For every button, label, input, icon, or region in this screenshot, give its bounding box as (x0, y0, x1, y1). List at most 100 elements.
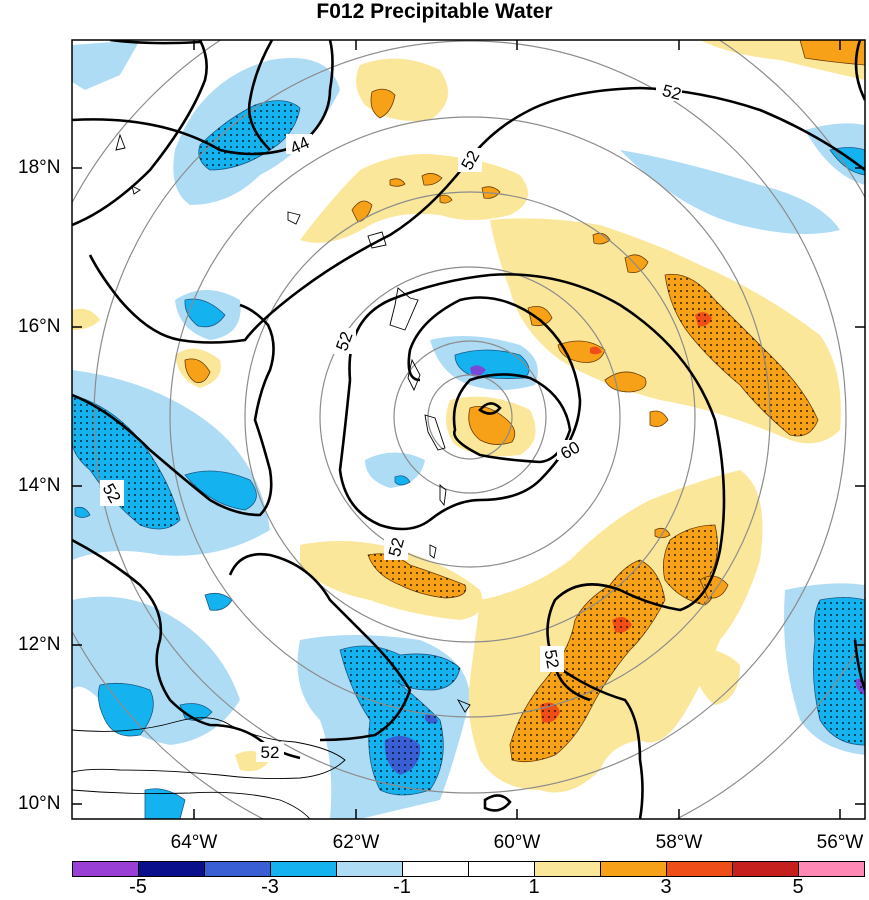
blue-region (144, 788, 186, 819)
lat-label: 10°N (18, 793, 61, 814)
colorbar-swatch (73, 862, 139, 876)
contour-labels: 44 52 52 52 52 52 52 52 60 (99, 81, 683, 762)
stipple-region (510, 560, 665, 762)
lat-label: 12°N (18, 634, 61, 655)
range-ring (93, 40, 847, 794)
island-outline (115, 133, 126, 151)
isoline-52-inner (338, 296, 582, 531)
range-ring (244, 191, 696, 643)
blue-region (74, 506, 91, 518)
range-ring (393, 340, 547, 494)
range-rings (72, 40, 865, 819)
light-blue-region (365, 452, 425, 488)
orange-region (439, 194, 453, 204)
range-ring (169, 116, 771, 718)
contour-label-52: 52 (660, 81, 683, 104)
lon-label: 56°W (816, 832, 864, 853)
red-orange-core (590, 346, 602, 355)
orange-region (370, 88, 396, 119)
island-outline (131, 185, 141, 195)
orange-region (421, 173, 443, 186)
isoline-52-west (72, 303, 275, 517)
isoline-north (247, 40, 274, 151)
colorbar-label: -5 (129, 876, 147, 898)
plot-frame (71, 39, 866, 820)
island-outline (72, 717, 346, 780)
stipple-region (665, 274, 818, 436)
light-blue-region (620, 150, 840, 234)
isoline-east (854, 40, 865, 101)
light-blue-region (72, 370, 270, 560)
stipple-region (72, 395, 180, 529)
island-outline (72, 789, 311, 819)
lat-label: 18°N (18, 157, 61, 178)
colorbar-label: 1 (528, 876, 540, 898)
stipple-region (368, 553, 466, 598)
island-outline (389, 287, 419, 331)
range-ring (427, 374, 513, 460)
colorbar-swatch (733, 862, 799, 876)
colorbar-swatch (469, 862, 535, 876)
colorbar-swatch (205, 862, 271, 876)
yellow-region (72, 308, 100, 330)
light-blue-region (72, 40, 140, 90)
orange-region (468, 405, 516, 445)
axis-ticks (72, 40, 865, 819)
isoline-44 (72, 89, 332, 156)
lon-label: 62°W (332, 832, 380, 853)
colorbar-swatch (667, 862, 733, 876)
colorbar-swatch (403, 862, 469, 876)
stipple-region (663, 525, 718, 605)
island-outline (287, 211, 301, 225)
isoline-south (483, 794, 512, 812)
orange-region (351, 200, 373, 223)
stipple-layer (72, 100, 865, 795)
orange-region (604, 371, 647, 393)
colorbar-swatch (139, 862, 205, 876)
colorbar-swatch (271, 862, 337, 876)
contour-label-52: 52 (385, 536, 408, 559)
colorbar-label: 5 (792, 876, 804, 898)
orange-region (184, 358, 211, 383)
isoline-north (109, 40, 201, 45)
purple-core (470, 365, 486, 377)
island-outline (429, 544, 437, 559)
lon-label: 58°W (655, 832, 703, 853)
isoline-north (72, 40, 208, 227)
isoline-52-south-loop (228, 552, 412, 742)
lat-label: 16°N (18, 316, 61, 337)
island-outline (424, 414, 446, 451)
range-ring (319, 266, 621, 568)
contour-label-52: 52 (541, 648, 563, 670)
stipple-region (340, 646, 460, 795)
colorbar-label: 3 (660, 876, 672, 898)
island-outline (456, 699, 471, 713)
lon-label: 60°W (493, 832, 541, 853)
island-outline (439, 484, 447, 507)
colorbar-label: -3 (261, 876, 279, 898)
stipple-region (813, 597, 865, 745)
lat-label: 14°N (18, 475, 61, 496)
colorbar (72, 861, 865, 877)
isoline-60-inner (478, 402, 502, 415)
orange-region (649, 410, 669, 428)
isolines (72, 40, 865, 819)
isoline-52-spiral (348, 273, 726, 819)
isoline-52-outer (88, 86, 865, 344)
orange-region (527, 305, 553, 327)
stipple-region (198, 100, 300, 170)
isoline-60 (452, 373, 572, 464)
colorbar-swatch (337, 862, 403, 876)
contour-label-52: 52 (261, 743, 280, 762)
coastlines (72, 133, 471, 819)
colorbar-swatch (799, 862, 864, 876)
blue-region (394, 475, 411, 486)
isoline-north (328, 40, 334, 91)
colorbar-swatch (601, 862, 667, 876)
blue-region (184, 470, 257, 511)
map-title: F012 Precipitable Water (316, 0, 553, 23)
colorbar-swatch (535, 862, 601, 876)
isoline-52-southwest (72, 538, 301, 760)
orange-region (389, 178, 406, 187)
